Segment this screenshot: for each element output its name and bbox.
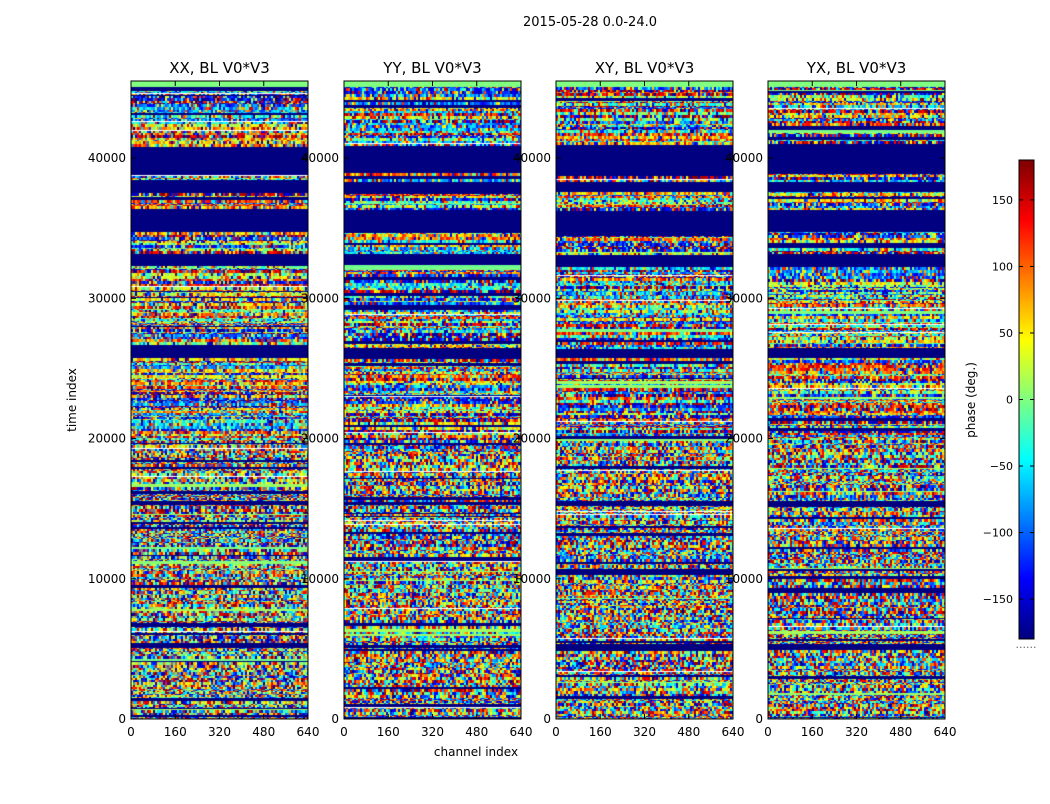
x-axis-label: channel index [434, 745, 518, 759]
x-tick-label: 0 [340, 725, 348, 739]
y-tick-label: 10000 [88, 572, 126, 586]
x-tick-label: 320 [421, 725, 444, 739]
y-tick-label: 10000 [725, 572, 763, 586]
y-tick-label: 20000 [88, 432, 126, 446]
x-tick-label: 320 [633, 725, 656, 739]
y-tick-label: 0 [755, 712, 763, 726]
x-tick-label: 0 [764, 725, 772, 739]
x-tick-label: 0 [552, 725, 560, 739]
x-tick-label: 480 [677, 725, 700, 739]
y-tick-label: 0 [118, 712, 126, 726]
panel-title: XY, BL V0*V3 [595, 59, 695, 77]
x-tick-label: 480 [252, 725, 275, 739]
y-tick-label: 30000 [88, 291, 126, 305]
heatmap-image [131, 81, 308, 719]
panel-title: XX, BL V0*V3 [169, 59, 270, 77]
panel-3: XY, BL V0*V3 0 10000 20000 30000 40000 0 160 320… [513, 59, 745, 739]
x-tick-label: 640 [297, 725, 320, 739]
x-tick-label: 0 [127, 725, 135, 739]
heatmap-image [556, 81, 733, 719]
colorbar-tick-label: 0 [1006, 394, 1013, 407]
y-tick-label: 40000 [513, 151, 551, 165]
x-tick-label: 320 [208, 725, 231, 739]
panel-4: YX, BL V0*V3 0 10000 20000 30000 40000 0 160 320… [725, 59, 957, 739]
colorbar-tick-label: 100 [992, 260, 1013, 273]
y-tick-label: 30000 [513, 291, 551, 305]
y-tick-label: 10000 [513, 572, 551, 586]
panel-title: YY, BL V0*V3 [382, 59, 481, 77]
x-tick-label: 640 [722, 725, 745, 739]
panel-2: YY, BL V0*V3 0 10000 20000 30000 40000 0 160 320… [301, 59, 533, 739]
y-tick-label: 30000 [301, 291, 339, 305]
panel-1: XX, BL V0*V3 0 10000 20000 30000 40000 0 160 320… [88, 59, 320, 739]
x-tick-label: 640 [934, 725, 957, 739]
y-tick-label: 40000 [301, 151, 339, 165]
x-tick-label: 160 [377, 725, 400, 739]
x-tick-label: 160 [589, 725, 612, 739]
y-tick-label: 20000 [513, 432, 551, 446]
y-axis-label: time index [65, 368, 79, 432]
colorbar-tick-label: 50 [999, 327, 1013, 340]
y-tick-label: 0 [543, 712, 551, 726]
figure-title: 2015-05-28 0.0-24.0 [523, 15, 657, 30]
y-tick-label: 20000 [301, 432, 339, 446]
colorbar-label: phase (deg.) [964, 362, 978, 438]
y-tick-label: 10000 [301, 572, 339, 586]
panels-group: XX, BL V0*V3 0 10000 20000 30000 40000 0 160 320… [88, 59, 957, 739]
colorbar-dots: ...... [1016, 638, 1037, 651]
colorbar-tick-label: −100 [983, 527, 1013, 540]
colorbar-tick-label: −150 [983, 593, 1013, 606]
x-tick-label: 480 [465, 725, 488, 739]
x-tick-label: 160 [164, 725, 187, 739]
x-tick-label: 640 [510, 725, 533, 739]
colorbar-tick-label: 150 [992, 194, 1013, 207]
y-tick-label: 0 [331, 712, 339, 726]
colorbar-tick-label: −50 [990, 460, 1013, 473]
x-tick-label: 480 [889, 725, 912, 739]
heatmap-image [768, 81, 945, 719]
heatmap-image [344, 81, 521, 719]
y-tick-label: 40000 [725, 151, 763, 165]
colorbar-gradient [1019, 160, 1034, 639]
x-tick-label: 320 [845, 725, 868, 739]
colorbar: 150 100 50 0 −50 −100 −150 [983, 159, 1035, 640]
y-tick-label: 30000 [725, 291, 763, 305]
y-tick-label: 20000 [725, 432, 763, 446]
y-tick-label: 40000 [88, 151, 126, 165]
x-tick-label: 160 [801, 725, 824, 739]
panel-title: YX, BL V0*V3 [806, 59, 907, 77]
